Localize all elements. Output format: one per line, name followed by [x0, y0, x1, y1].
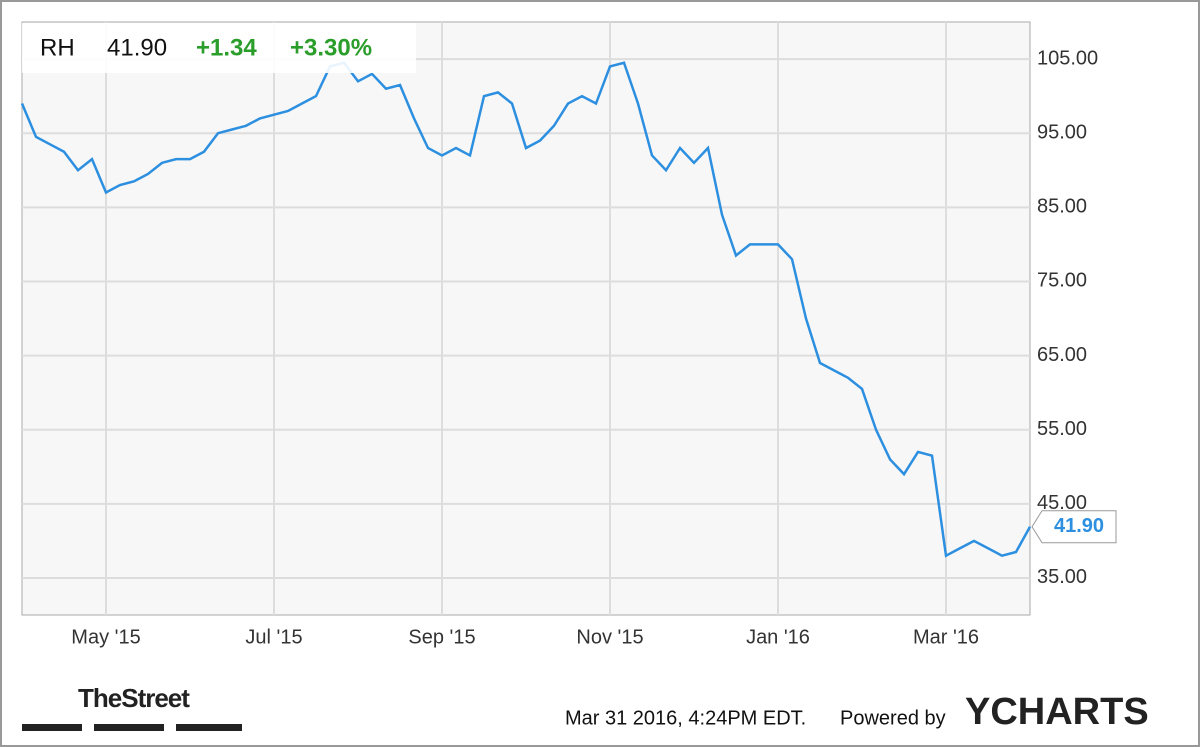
x-tick-label: Nov '15 — [576, 626, 643, 648]
plot-area — [21, 21, 1031, 616]
x-tick-label: Sep '15 — [408, 626, 475, 648]
brand: YCHARTS — [965, 691, 1149, 733]
y-tick-label: 65.00 — [1037, 344, 1087, 366]
y-tick-label: 35.00 — [1037, 566, 1087, 588]
last-callout — [1031, 510, 1117, 544]
logo-bar — [176, 724, 242, 731]
last-value-label: 41.90 — [1054, 515, 1104, 537]
x-tick-label: Mar '16 — [913, 626, 979, 648]
change: +1.34 — [196, 34, 257, 61]
source-logo: TheStreet — [78, 683, 190, 713]
y-tick-label: 55.00 — [1037, 418, 1087, 440]
powered-by: Powered by — [840, 707, 946, 729]
symbol: RH — [40, 34, 75, 61]
x-tick-label: Jul '15 — [245, 626, 302, 648]
y-tick-label: 75.00 — [1037, 270, 1087, 292]
price: 41.90 — [107, 34, 167, 61]
header-box — [22, 23, 416, 73]
y-tick-label: 95.00 — [1037, 121, 1087, 143]
timestamp: Mar 31 2016, 4:24PM EDT. — [565, 707, 806, 729]
price-line — [20, 61, 1032, 558]
y-tick-label: 105.00 — [1037, 47, 1098, 69]
x-tick-label: May '15 — [71, 626, 140, 648]
y-tick-label: 85.00 — [1037, 196, 1087, 218]
y-tick-label: 45.00 — [1037, 492, 1087, 514]
logo-bar — [94, 724, 164, 731]
logo-bar — [22, 724, 82, 731]
x-tick-label: Jan '16 — [746, 626, 810, 648]
change-pct: +3.30% — [290, 34, 372, 61]
